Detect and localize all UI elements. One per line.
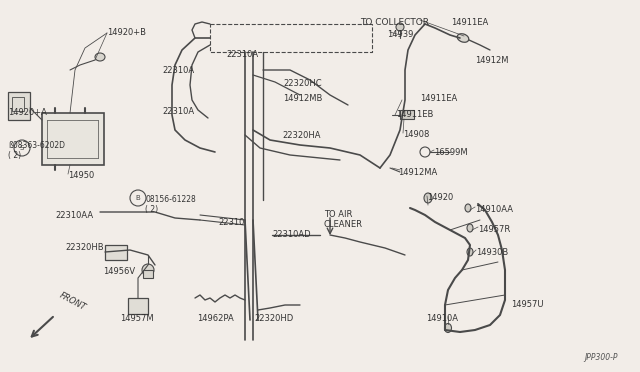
Text: 14920: 14920 (427, 193, 453, 202)
Text: 22320HD: 22320HD (254, 314, 293, 323)
Text: TO COLLECTOR: TO COLLECTOR (360, 18, 429, 27)
Bar (105, 245, 127, 260)
Text: 14962PA: 14962PA (197, 314, 234, 323)
Text: 22310A: 22310A (226, 50, 258, 59)
Bar (143, 270, 153, 278)
Text: 14908: 14908 (403, 130, 429, 139)
Text: FRONT: FRONT (58, 291, 88, 312)
Circle shape (142, 264, 154, 276)
Text: 14950: 14950 (68, 171, 94, 180)
Text: 14911EA: 14911EA (420, 94, 457, 103)
Bar (42, 113, 104, 165)
Text: 08156-61228
( 2): 08156-61228 ( 2) (145, 195, 196, 214)
Text: 22310A: 22310A (162, 107, 194, 116)
Ellipse shape (467, 224, 473, 232)
Bar (12, 97, 24, 111)
Text: 22320HA: 22320HA (282, 131, 321, 140)
Text: 14910A: 14910A (426, 314, 458, 323)
Text: 14956V: 14956V (103, 267, 135, 276)
Text: TO AIR
CLEANER: TO AIR CLEANER (324, 210, 363, 230)
Text: 22310AD: 22310AD (272, 230, 310, 239)
Text: ß08363-6202D
( 2): ß08363-6202D ( 2) (8, 141, 65, 160)
Bar (128, 298, 148, 314)
Ellipse shape (465, 204, 471, 212)
Text: 14920+B: 14920+B (107, 28, 146, 37)
Text: 14911EA: 14911EA (451, 18, 488, 27)
Bar (400, 110, 414, 119)
Bar (8, 92, 30, 120)
Text: 22320HC: 22320HC (283, 79, 322, 88)
Circle shape (396, 23, 404, 31)
Text: 22310: 22310 (218, 218, 244, 227)
Ellipse shape (95, 53, 105, 61)
Ellipse shape (445, 324, 451, 333)
Ellipse shape (457, 34, 469, 42)
Text: 14930B: 14930B (476, 248, 508, 257)
Text: 22320HB: 22320HB (65, 243, 104, 252)
Text: 14939: 14939 (387, 30, 413, 39)
Text: 22310AA: 22310AA (55, 211, 93, 220)
Text: 14912M: 14912M (475, 56, 509, 65)
Text: 16599M: 16599M (434, 148, 468, 157)
Text: 14957M: 14957M (120, 314, 154, 323)
Ellipse shape (467, 248, 473, 256)
Text: 14911EB: 14911EB (396, 110, 433, 119)
Text: 14912MB: 14912MB (283, 94, 323, 103)
Text: JPP300-P: JPP300-P (584, 353, 618, 362)
Text: 14920+A: 14920+A (8, 108, 47, 117)
Text: 22310A: 22310A (162, 66, 194, 75)
Text: 14910AA: 14910AA (475, 205, 513, 214)
Text: 14912MA: 14912MA (398, 168, 437, 177)
Text: B: B (136, 195, 140, 201)
Text: 14957U: 14957U (511, 300, 543, 309)
Ellipse shape (424, 193, 432, 203)
Text: S: S (20, 145, 24, 151)
Text: 14957R: 14957R (478, 225, 510, 234)
